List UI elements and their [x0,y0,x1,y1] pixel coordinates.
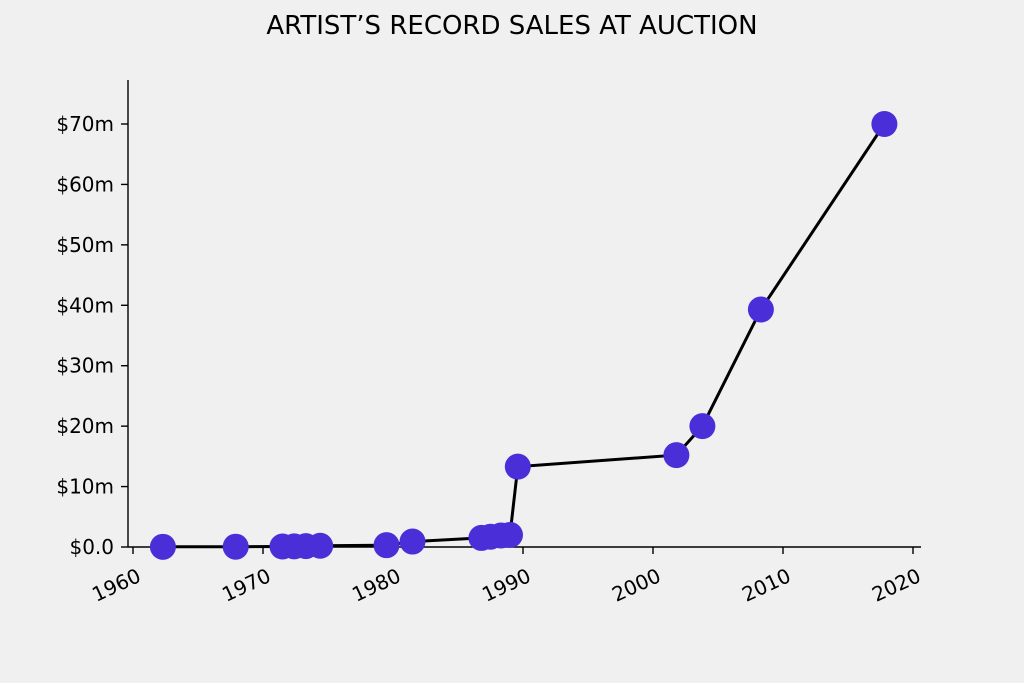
data-point [149,533,176,560]
data-point [373,532,400,559]
data-point [689,413,716,440]
data-point [399,528,426,555]
data-point [222,533,249,560]
data-point [747,296,774,323]
series-line [162,123,886,549]
data-point [497,521,523,548]
y-tick-label: $30m [56,354,114,378]
y-tick-label: $0.0 [69,535,114,559]
data-point [663,442,690,469]
x-tick-label: 2010 [738,563,794,606]
x-tick-label: 1980 [348,563,404,606]
series-layer [149,111,898,560]
data-point [871,111,898,137]
y-tick-label: $10m [56,475,114,499]
chart-title: ARTIST’S RECORD SALES AT AUCTION [266,11,757,41]
x-tick-label: 1970 [218,563,274,606]
x-tick-label: 1990 [478,563,534,606]
y-ticks: $0.0 $10m $20m $30m $40m $50m $60m $70m [56,112,128,559]
data-point [307,532,334,559]
x-tick-label: 1960 [88,563,144,606]
x-tick-label: 2000 [608,563,664,606]
y-tick-label: $50m [56,233,114,257]
y-tick-label: $60m [56,172,114,196]
y-tick-label: $70m [56,112,114,136]
y-tick-label: $20m [56,414,114,438]
y-tick-label: $40m [56,293,114,317]
x-tick-label: 2020 [868,563,924,606]
x-ticks: 1960 1970 1980 1990 2000 2010 2020 [88,547,924,607]
data-point [504,453,531,480]
